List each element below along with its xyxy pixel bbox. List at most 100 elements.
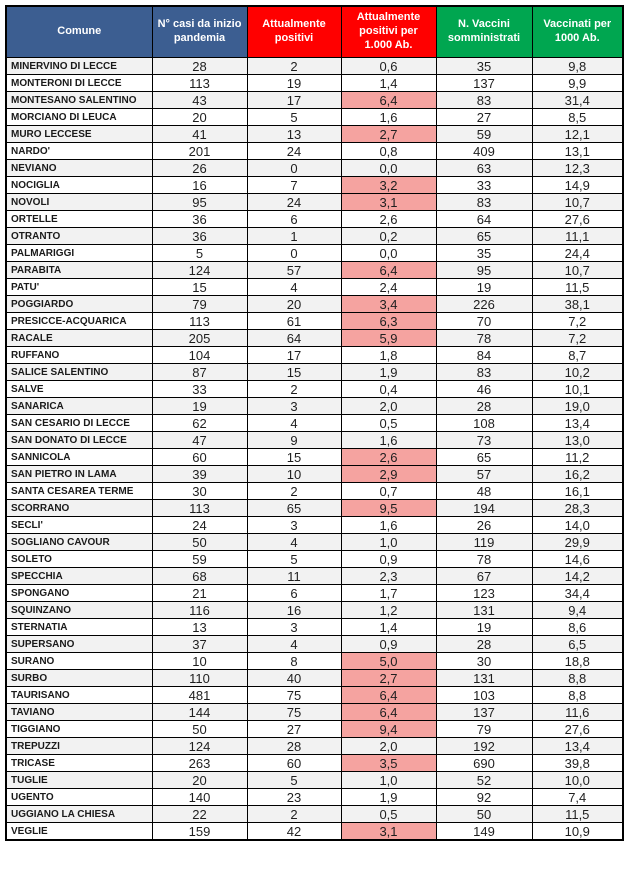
cell-value: 24,4 — [531, 244, 624, 262]
cell-comune: TAVIANO — [5, 703, 153, 721]
table-row: STERNATIA 13 3 1,4 19 8,6 — [5, 618, 624, 636]
cell-value: 34,4 — [531, 584, 624, 602]
cell-value: 1,4 — [340, 74, 437, 92]
cell-comune: SAN PIETRO IN LAMA — [5, 465, 153, 483]
cell-value: 48 — [435, 482, 533, 500]
cell-value: 28 — [151, 57, 248, 75]
cell-value: 18,8 — [531, 652, 624, 670]
cell-value: 2,6 — [340, 210, 437, 228]
table-row: MONTESANO SALENTINO 43 17 6,4 83 31,4 — [5, 91, 624, 109]
table-row: RUFFANO 104 17 1,8 84 8,7 — [5, 346, 624, 364]
table-row: PATU' 15 4 2,4 19 11,5 — [5, 278, 624, 296]
cell-value: 11,5 — [531, 278, 624, 296]
cell-comune: NEVIANO — [5, 159, 153, 177]
table-row: SURANO 10 8 5,0 30 18,8 — [5, 652, 624, 670]
cell-value: 19 — [151, 397, 248, 415]
table-row: SALICE SALENTINO 87 15 1,9 83 10,2 — [5, 363, 624, 381]
cell-comune: SANTA CESAREA TERME — [5, 482, 153, 500]
table-row: SANTA CESAREA TERME 30 2 0,7 48 16,1 — [5, 482, 624, 500]
cell-comune: TIGGIANO — [5, 720, 153, 738]
cell-value: 79 — [151, 295, 248, 313]
cell-value: 9,5 — [340, 499, 437, 517]
table-row: SUPERSANO 37 4 0,9 28 6,5 — [5, 635, 624, 653]
cell-comune: PRESICCE-ACQUARICA — [5, 312, 153, 330]
cell-comune: UGENTO — [5, 788, 153, 806]
cell-value: 8,8 — [531, 686, 624, 704]
cell-value: 29,9 — [531, 533, 624, 551]
table-row: TIGGIANO 50 27 9,4 79 27,6 — [5, 720, 624, 738]
table-row: SOLETO 59 5 0,9 78 14,6 — [5, 550, 624, 568]
cell-value: 15 — [246, 363, 342, 381]
cell-value: 10 — [151, 652, 248, 670]
cell-value: 13,4 — [531, 737, 624, 755]
cell-value: 3,5 — [340, 754, 437, 772]
cell-value: 26 — [435, 516, 533, 534]
cell-value: 113 — [151, 312, 248, 330]
cell-value: 9,4 — [531, 601, 624, 619]
cell-value: 28,3 — [531, 499, 624, 517]
cell-value: 113 — [151, 499, 248, 517]
header-positivi-per-1000: Attualmente positivi per 1.000 Ab. — [340, 5, 437, 58]
table-row: SPONGANO 21 6 1,7 123 34,4 — [5, 584, 624, 602]
cell-value: 87 — [151, 363, 248, 381]
cell-comune: SALICE SALENTINO — [5, 363, 153, 381]
cell-value: 205 — [151, 329, 248, 347]
cell-comune: NOCIGLIA — [5, 176, 153, 194]
cell-value: 10,2 — [531, 363, 624, 381]
cell-value: 7,4 — [531, 788, 624, 806]
cell-value: 39 — [151, 465, 248, 483]
cell-value: 6,3 — [340, 312, 437, 330]
cell-value: 1,4 — [340, 618, 437, 636]
cell-value: 50 — [151, 533, 248, 551]
cell-value: 30 — [151, 482, 248, 500]
cell-comune: SPECCHIA — [5, 567, 153, 585]
cell-value: 35 — [435, 244, 533, 262]
cell-value: 119 — [435, 533, 533, 551]
header-vaccini-somministrati: N. Vaccini somministrati — [435, 5, 533, 58]
cell-value: 2,0 — [340, 397, 437, 415]
cell-value: 0 — [246, 159, 342, 177]
cell-value: 5 — [246, 771, 342, 789]
cell-value: 36 — [151, 227, 248, 245]
cell-value: 67 — [435, 567, 533, 585]
cell-value: 1,6 — [340, 431, 437, 449]
table-row: PARABITA 124 57 6,4 95 10,7 — [5, 261, 624, 279]
cell-value: 9,9 — [531, 74, 624, 92]
cell-comune: NOVOLI — [5, 193, 153, 211]
header-row: Comune N° casi da inizio pandemia Attual… — [5, 5, 624, 58]
header-attualmente-positivi: Attualmente positivi — [246, 5, 342, 58]
cell-value: 11,5 — [531, 805, 624, 823]
cell-value: 2,9 — [340, 465, 437, 483]
cell-comune: SANARICA — [5, 397, 153, 415]
cell-value: 4 — [246, 635, 342, 653]
cell-value: 108 — [435, 414, 533, 432]
table-row: SANNICOLA 60 15 2,6 65 11,2 — [5, 448, 624, 466]
cell-value: 68 — [151, 567, 248, 585]
cell-value: 1,0 — [340, 771, 437, 789]
cell-value: 13 — [246, 125, 342, 143]
cell-value: 0,5 — [340, 805, 437, 823]
cell-value: 65 — [246, 499, 342, 517]
cell-comune: SANNICOLA — [5, 448, 153, 466]
cell-value: 1,8 — [340, 346, 437, 364]
table-row: PRESICCE-ACQUARICA 113 61 6,3 70 7,2 — [5, 312, 624, 330]
cell-value: 2 — [246, 57, 342, 75]
cell-comune: MONTESANO SALENTINO — [5, 91, 153, 109]
table-row: MINERVINO DI LECCE 28 2 0,6 35 9,8 — [5, 57, 624, 75]
cell-value: 103 — [435, 686, 533, 704]
cell-value: 10,0 — [531, 771, 624, 789]
cell-comune: RUFFANO — [5, 346, 153, 364]
cell-value: 57 — [435, 465, 533, 483]
cell-value: 16 — [246, 601, 342, 619]
cell-value: 3,1 — [340, 193, 437, 211]
cell-value: 6,4 — [340, 703, 437, 721]
cell-value: 6,4 — [340, 686, 437, 704]
cell-comune: NARDO' — [5, 142, 153, 160]
cell-value: 26 — [151, 159, 248, 177]
table-row: ORTELLE 36 6 2,6 64 27,6 — [5, 210, 624, 228]
cell-value: 0,2 — [340, 227, 437, 245]
cell-value: 8,7 — [531, 346, 624, 364]
cell-value: 83 — [435, 193, 533, 211]
cell-comune: SAN DONATO DI LECCE — [5, 431, 153, 449]
cell-value: 57 — [246, 261, 342, 279]
